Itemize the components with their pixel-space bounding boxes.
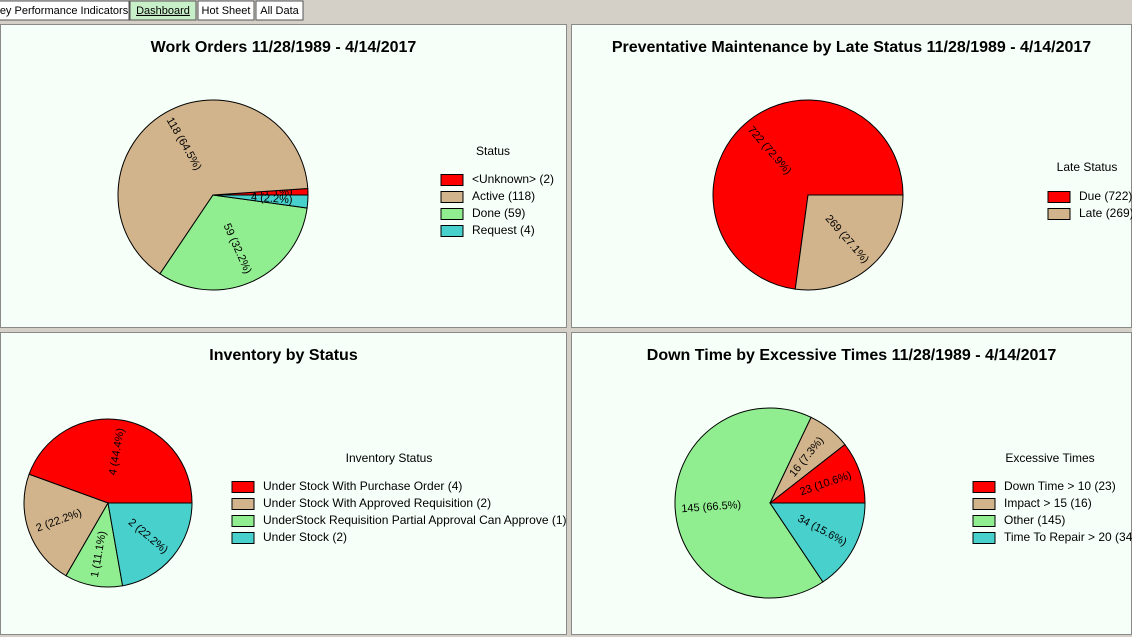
legend-label: Due (722): [1079, 189, 1132, 203]
legend-label: Done (59): [472, 206, 525, 220]
tab-bg: [0, 0, 130, 21]
legend-label: Under Stock With Purchase Order (4): [263, 479, 462, 493]
pie-slice: [212, 194, 309, 209]
pie-slice: [674, 407, 824, 599]
pie-slice: [159, 194, 308, 291]
legend-title: Inventory Status: [346, 451, 433, 465]
legend-label: Impact > 15 (16): [1004, 496, 1092, 510]
legend-swatch: [1047, 208, 1071, 220]
legend-label: Down Time > 10 (23): [1004, 479, 1116, 493]
legend-label: UnderStock Requisition Partial Approval …: [263, 513, 567, 527]
tab-label[interactable]: Dashboard: [136, 5, 190, 17]
legend-label: <Unknown> (2): [472, 172, 554, 186]
legend-swatch: [440, 225, 464, 237]
legend-swatch: [972, 481, 996, 493]
tab-bg: [255, 0, 304, 21]
legend-swatch: [440, 208, 464, 220]
pie-slice: [794, 194, 904, 291]
chart-title: Work Orders 11/28/1989 - 4/14/2017: [151, 39, 417, 56]
legend-title: Late Status: [1057, 160, 1118, 174]
tab[interactable]: Dashboard: [129, 0, 197, 21]
chart-title: Down Time by Excessive Times 11/28/1989 …: [647, 347, 1057, 364]
legend-swatch: [972, 515, 996, 527]
slice-label: 4 (2.2%): [251, 192, 293, 207]
legend-swatch: [231, 532, 255, 544]
pie-slice: [117, 99, 309, 275]
legend-label: Time To Repair > 20 (34): [1004, 530, 1132, 544]
legend-title: Excessive Times: [1005, 451, 1094, 465]
tab-bg: [129, 0, 197, 21]
tab[interactable]: All Data: [255, 0, 304, 21]
pie-slice: [769, 502, 866, 583]
tab-bg: [197, 0, 255, 21]
tab[interactable]: ey Performance Indicators: [0, 0, 130, 21]
tab[interactable]: Hot Sheet: [197, 0, 255, 21]
chart-title: Preventative Maintenance by Late Status …: [612, 39, 1091, 56]
slice-label: 145 (66.5%): [681, 499, 742, 515]
legend-swatch: [972, 498, 996, 510]
legend-swatch: [440, 191, 464, 203]
legend-swatch: [231, 498, 255, 510]
legend-title: Status: [476, 144, 510, 158]
legend-label: Active (118): [472, 189, 535, 203]
legend-swatch: [440, 174, 464, 186]
pie-slice: [28, 418, 193, 504]
legend-label: Other (145): [1004, 513, 1065, 527]
legend-label: Request (4): [472, 223, 535, 237]
legend-label: Under Stock (2): [263, 530, 347, 544]
legend-swatch: [972, 532, 996, 544]
chart-title: Inventory by Status: [209, 347, 358, 364]
pie-slice: [107, 502, 193, 587]
tab-label[interactable]: All Data: [260, 5, 299, 17]
legend-swatch: [231, 481, 255, 493]
tab-label[interactable]: Hot Sheet: [202, 5, 251, 17]
legend-swatch: [231, 515, 255, 527]
legend-label: Under Stock With Approved Requisition (2…: [263, 496, 491, 510]
legend-label: Late (269): [1079, 206, 1132, 220]
legend-swatch: [1047, 191, 1071, 203]
pie-slice: [23, 473, 109, 577]
tab-label[interactable]: ey Performance Indicators: [0, 5, 129, 17]
